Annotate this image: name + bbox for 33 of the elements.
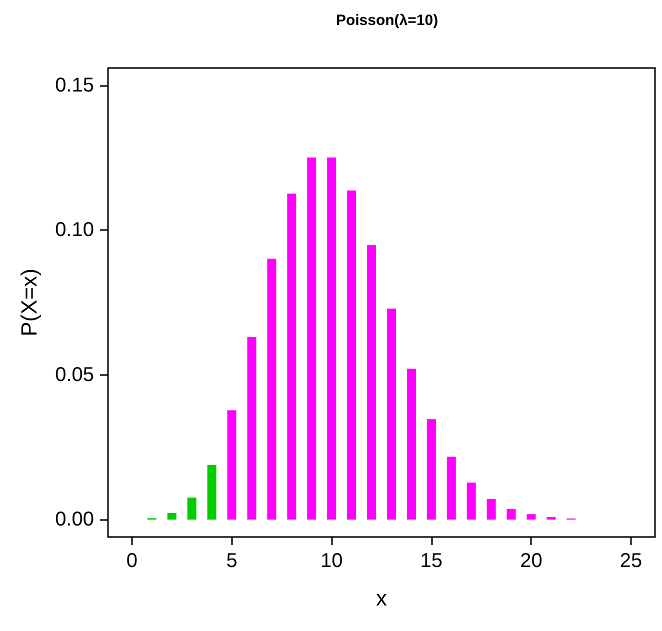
bar [506,508,516,520]
bar [307,157,316,520]
y-tick-label: 0.00 [55,508,94,531]
x-tick-label: 0 [126,550,138,572]
chart-title: Poisson(λ=10) [336,12,438,29]
x-tick-label: 20 [520,550,542,572]
bar [486,499,496,520]
bar [167,512,176,520]
x-tick-label: 15 [420,550,443,572]
x-tick-label: 25 [620,550,642,572]
bar [367,245,376,520]
bar [327,157,336,520]
bar [267,258,276,520]
bar [446,456,456,520]
bar [247,336,256,520]
bar [406,368,416,520]
bar [546,517,556,520]
bar [347,190,356,520]
y-tick-label: 0.05 [55,364,94,386]
x-axis-title: x [376,586,387,610]
bar [287,194,296,520]
bar [207,464,216,520]
bar [526,514,536,520]
y-tick-label: 0.15 [55,74,94,96]
y-tick-label: 0.10 [55,219,94,242]
bar [426,419,436,520]
y-axis-title: P(X=x) [16,268,42,336]
bar [466,482,476,520]
x-tick-label: 10 [320,550,343,572]
bar [187,498,196,520]
x-tick-label: 5 [226,550,238,572]
bar [227,410,236,520]
bar [386,308,396,520]
